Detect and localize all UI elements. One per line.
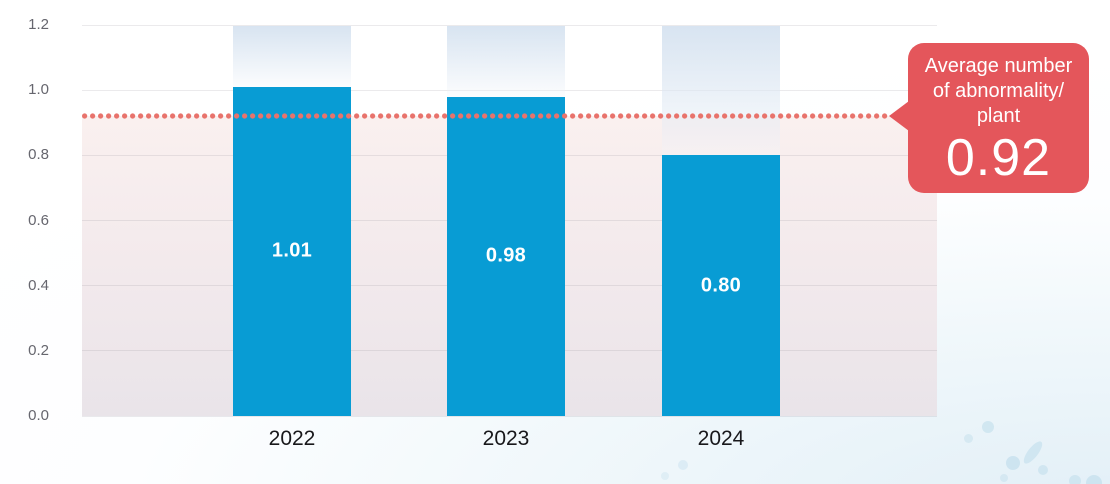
bar-highlight-column [233,26,351,87]
y-tick-label: 1.0 [28,81,49,99]
droplet-icon [982,421,994,433]
y-tick-label: 0.8 [28,146,49,164]
bar-2024: 0.80 [662,155,780,416]
bar-2022: 1.01 [233,86,351,416]
gridline [82,24,937,26]
x-tick-label: 2023 [482,427,530,450]
callout-pointer-icon [889,101,909,131]
x-tick-label: 2024 [697,427,745,450]
bar-value-label: 0.80 [700,274,742,297]
droplet-icon [1069,475,1081,484]
droplet-icon [1006,456,1020,470]
droplet-icon [963,433,973,443]
callout-text-line: of abnormality/ [932,80,1065,102]
y-tick-label: 0.4 [28,276,49,294]
droplet-icon [1038,465,1048,475]
callout-text-line: plant [976,105,1021,127]
x-tick-label: 2022 [268,427,316,450]
bar-2023: 0.98 [447,96,565,416]
droplet-icon [678,460,688,470]
y-tick-label: 0.0 [28,407,49,424]
average-dotted-line [82,113,888,120]
callout-text-line: Average number [924,55,1073,77]
y-tick-label: 0.6 [28,211,49,229]
plot-area: 1.01 0.98 0.80 [82,24,937,417]
y-tick-label: 0.2 [28,341,49,359]
droplet-icon [1020,438,1046,466]
droplet-icon [1000,474,1008,482]
bar-highlight-column [447,26,565,97]
droplet-icon [661,472,669,480]
y-tick-label: 1.2 [28,16,49,33]
bar-highlight-column [662,26,780,156]
droplet-icon [1086,475,1102,484]
bar-value-label: 1.01 [271,239,313,262]
bar-value-label: 0.98 [485,244,527,267]
gridline [82,415,937,417]
average-callout: Average number of abnormality/ plant 0.9… [889,43,1089,193]
callout-average-value: 0.92 [945,129,1052,187]
